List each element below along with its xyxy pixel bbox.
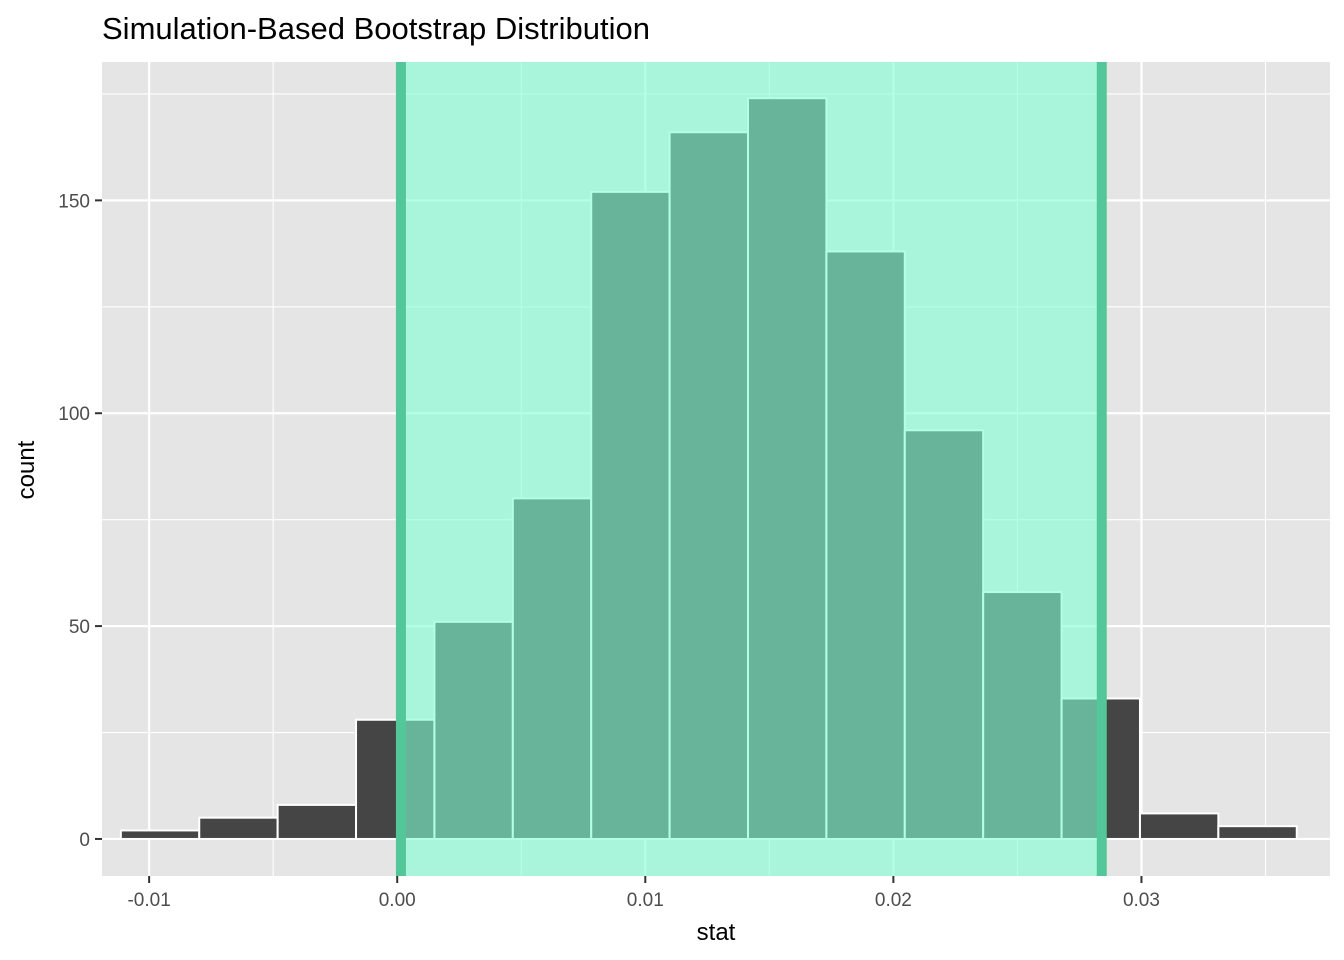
x-tick-label: 0.01: [627, 890, 664, 911]
x-axis: -0.01 0.00 0.01 0.02 0.03: [127, 876, 1160, 911]
y-axis-title: count: [13, 440, 40, 499]
histogram-bar: [119, 829, 201, 840]
x-tick-label: 0.03: [1123, 890, 1160, 911]
y-tick-label: 50: [69, 617, 90, 638]
y-axis: 0 50 100 150: [58, 191, 102, 851]
histogram-bar: [198, 816, 279, 840]
y-tick-label: 150: [58, 191, 90, 212]
ci-shaded-region: [400, 62, 1102, 876]
x-tick-label: 0.00: [379, 890, 416, 911]
x-axis-title: stat: [697, 919, 736, 946]
chart-title: Simulation-Based Bootstrap Distribution: [102, 11, 650, 46]
x-tick-label: 0.02: [875, 890, 912, 911]
histogram-bar: [276, 803, 358, 840]
histogram-bar: [1138, 812, 1220, 840]
confidence-interval: [395, 62, 1107, 876]
histogram-bar: [1217, 825, 1298, 840]
y-tick-label: 100: [58, 404, 90, 425]
x-tick-label: -0.01: [127, 890, 170, 911]
y-tick-label: 0: [79, 830, 90, 851]
